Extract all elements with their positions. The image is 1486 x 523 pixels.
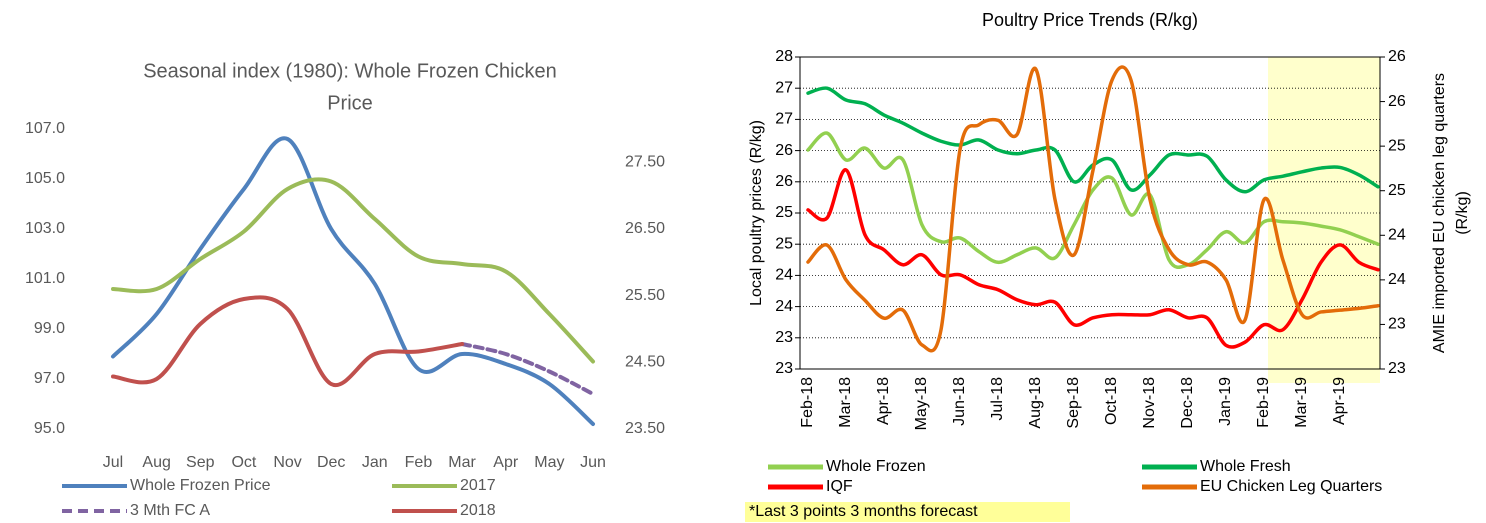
y2-axis-label: (R/kg) (1454, 191, 1471, 235)
legend-label: 3 Mth FC A (130, 502, 210, 519)
y2-tick-label: 24 (1388, 271, 1406, 288)
x-tick-label: Feb (405, 454, 433, 471)
y2-tick-label: 26 (1388, 93, 1406, 110)
y2-tick-label: 23 (1388, 360, 1406, 377)
x-tick-label: Jan (362, 454, 388, 471)
x-tick-label: Aug-18 (1027, 377, 1044, 429)
y-tick-label: 97.0 (34, 370, 65, 387)
x-tick-label: Dec (317, 454, 345, 471)
chart-title: Poultry Price Trends (R/kg) (982, 10, 1198, 30)
x-tick-label: Oct (231, 454, 256, 471)
x-tick-label: Mar (448, 454, 476, 471)
x-tick-label: Mar-19 (1293, 377, 1310, 428)
y-tick-label: 107.0 (25, 120, 65, 137)
x-tick-label: Feb-18 (799, 377, 816, 428)
y2-axis-label: AMIE imported EU chicken leg quarters (1431, 73, 1448, 353)
x-tick-label: Nov-18 (1141, 377, 1158, 429)
series-line (806, 131, 1380, 270)
y-tick-label: 25 (775, 235, 793, 252)
y-tick-label: 28 (775, 48, 793, 65)
y2-tick-label: 25.50 (625, 287, 665, 304)
y-tick-label: 26 (775, 142, 793, 159)
x-tick-label: Feb-19 (1255, 377, 1272, 428)
legend-label: IQF (826, 478, 853, 495)
y2-tick-label: 26.50 (625, 220, 665, 237)
legend-label: Whole Frozen (826, 458, 926, 475)
x-tick-label: Jun-18 (951, 377, 968, 426)
x-tick-label: Jul-18 (989, 377, 1006, 421)
y2-tick-label: 25 (1388, 182, 1406, 199)
chart: Seasonal index (1980): Whole Frozen Chic… (25, 60, 665, 519)
legend-label: 2017 (460, 477, 496, 494)
x-tick-label: Mar-18 (837, 377, 854, 428)
x-tick-label: Oct-18 (1103, 377, 1120, 425)
series-line (111, 177, 595, 364)
legend-label: Whole Frozen Price (130, 477, 271, 494)
plot-frame (799, 56, 1381, 370)
x-tick-label: Jun (580, 454, 606, 471)
y-tick-label: 26 (775, 173, 793, 190)
x-tick-label: May-18 (913, 377, 930, 430)
y2-tick-label: 24 (1388, 227, 1406, 244)
x-tick-label: Jan-19 (1217, 377, 1234, 426)
note-background (745, 502, 1070, 522)
series-line (111, 295, 465, 388)
y-tick-label: 23 (775, 360, 793, 377)
y-tick-label: 23 (775, 329, 793, 346)
chart-title: Price (327, 92, 373, 114)
x-tick-label: Sep-18 (1065, 377, 1082, 429)
y-tick-label: 24 (775, 267, 793, 284)
y-tick-label: 101.0 (25, 270, 65, 287)
y-tick-label: 25 (775, 204, 793, 221)
chart: Poultry Price Trends (R/kg) 23 23 24 24 25 25 2… (748, 10, 1471, 520)
note: *Last 3 points 3 months forecast (749, 503, 978, 520)
y2-tick-label: 23 (1388, 316, 1406, 333)
y-axis-label: Local poultry prices (R/kg) (748, 120, 765, 306)
y-tick-label: 95.0 (34, 420, 65, 437)
y-tick-label: 103.0 (25, 220, 65, 237)
series-line (111, 136, 595, 426)
y2-tick-label: 27.50 (625, 154, 665, 171)
series-line (460, 342, 595, 396)
y2-tick-label: 26 (1388, 48, 1406, 65)
series-line (806, 168, 1380, 349)
forecast-highlight (1268, 57, 1380, 383)
y-tick-label: 105.0 (25, 170, 65, 187)
legend-label: Whole Fresh (1200, 458, 1291, 475)
chart-title: Seasonal index (1980): Whole Frozen Chic… (143, 60, 557, 82)
x-tick-label: Nov (273, 454, 301, 471)
y-tick-label: 27 (775, 111, 793, 128)
y2-tick-label: 24.50 (625, 354, 665, 371)
y2-tick-label: 23.50 (625, 420, 665, 437)
x-tick-label: Apr-19 (1331, 377, 1348, 425)
x-tick-label: Apr (493, 454, 519, 471)
y-tick-label: 27 (775, 79, 793, 96)
x-tick-label: Jul (103, 454, 123, 471)
y-tick-label: 24 (775, 298, 793, 315)
series-line (806, 65, 1380, 353)
x-tick-label: Dec-18 (1179, 377, 1196, 429)
legend-label: 2018 (460, 502, 496, 519)
y2-tick-label: 25 (1388, 137, 1406, 154)
x-tick-label: Apr-18 (875, 377, 892, 425)
y-tick-label: 99.0 (34, 320, 65, 337)
x-tick-label: Aug (142, 454, 170, 471)
x-tick-label: May (534, 454, 564, 471)
legend-label: EU Chicken Leg Quarters (1200, 478, 1382, 495)
x-tick-label: Sep (186, 454, 215, 471)
